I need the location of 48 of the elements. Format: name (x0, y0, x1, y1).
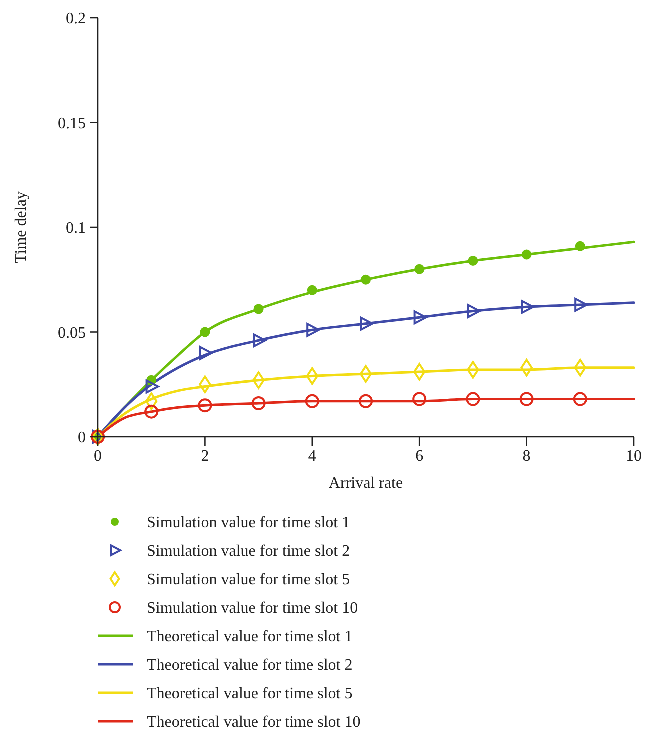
point (414, 264, 425, 274)
y-tick-label: 0.05 (58, 324, 86, 342)
legend-label: Simulation value for time slot 10 (147, 600, 358, 618)
x-axis-title: Arrival rate (328, 475, 404, 492)
point (361, 274, 371, 285)
point (146, 380, 160, 394)
point (468, 256, 478, 266)
y-tick-label: 0 (78, 430, 86, 447)
point (254, 304, 264, 314)
point (574, 298, 588, 312)
legend-label: Theoretical value for time slot 1 (147, 628, 353, 646)
point (412, 392, 427, 406)
point (144, 404, 159, 419)
x-tick-label: 2 (201, 448, 210, 465)
legend-label: Simulation value for time slot 5 (147, 572, 350, 589)
point (573, 392, 588, 406)
x-tick-label: 4 (308, 448, 316, 465)
y-axis-title: Time delay (13, 192, 30, 264)
point (520, 392, 534, 406)
point (360, 316, 374, 331)
point (252, 396, 266, 410)
point (307, 285, 318, 296)
point (200, 327, 210, 338)
y-tick-label: 0.2 (66, 10, 86, 28)
x-tick-label: 0 (94, 448, 102, 465)
x-tick-label: 6 (416, 448, 424, 465)
legend-label: Simulation value for time slot 1 (147, 514, 350, 532)
point (522, 250, 532, 260)
point (466, 392, 480, 406)
point (359, 394, 373, 408)
y-tick-label: 0.1 (66, 220, 86, 238)
y-tick-label: 0.15 (58, 115, 86, 132)
point (306, 323, 320, 338)
point (575, 241, 586, 252)
point (305, 394, 320, 408)
point (521, 300, 534, 314)
point (414, 310, 428, 325)
point (253, 334, 266, 348)
point (199, 346, 213, 360)
legend-label: Simulation value for time slot 2 (147, 543, 350, 560)
point (360, 365, 372, 383)
x-tick-label: 8 (522, 448, 531, 465)
point (467, 304, 481, 318)
legend-label: Theoretical value for time slot 2 (147, 657, 353, 674)
legend-label: Theoretical value for time slot 10 (147, 714, 361, 732)
x-tick-label: 10 (626, 448, 642, 465)
point (198, 398, 212, 413)
legend-label: Theoretical value for time slot 5 (147, 686, 353, 703)
